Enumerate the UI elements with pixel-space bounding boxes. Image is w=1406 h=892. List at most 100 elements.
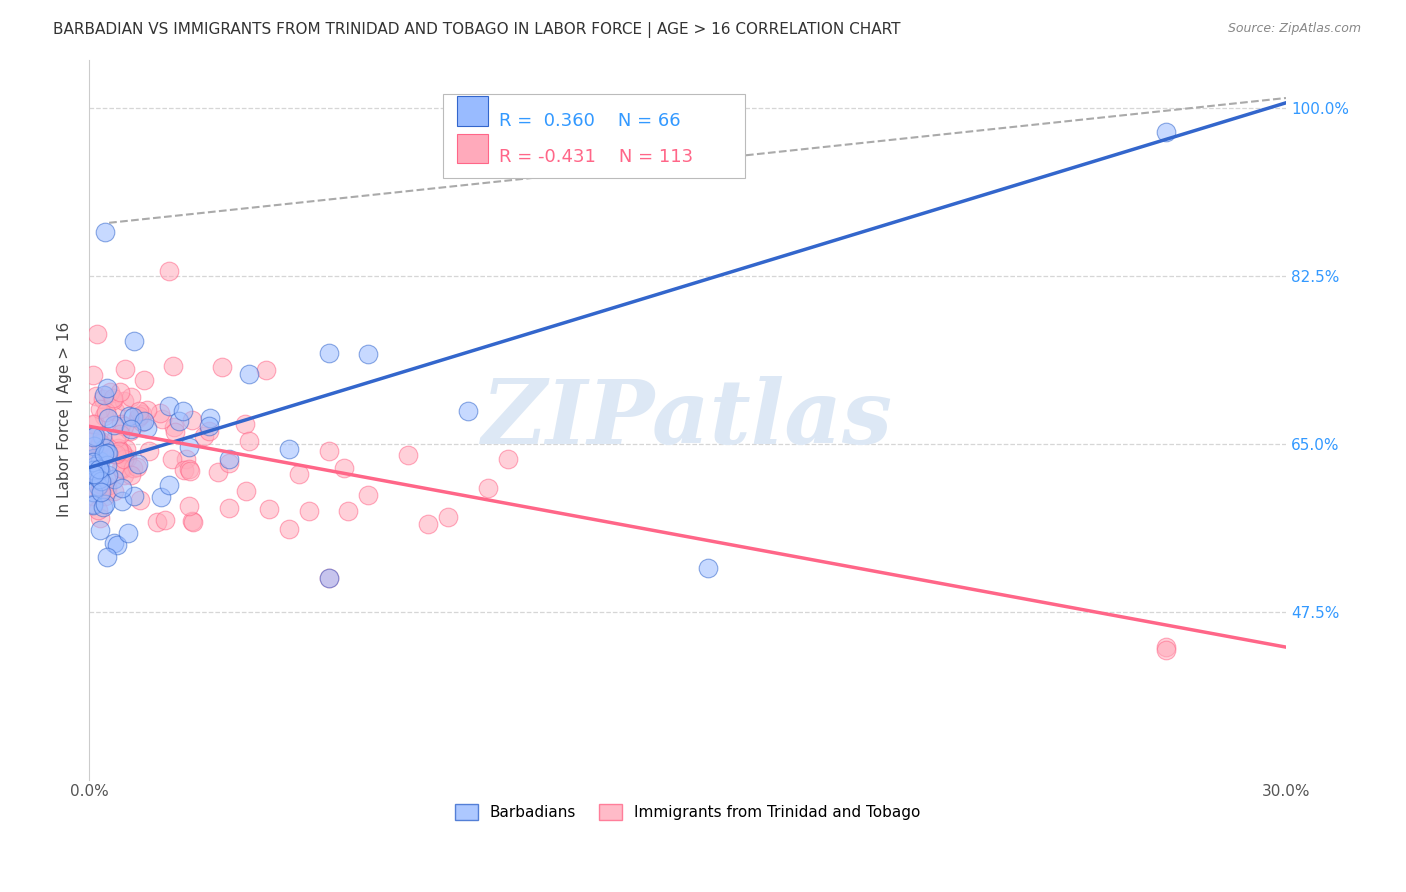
Point xyxy=(696,561,718,575)
Point xyxy=(218,500,240,515)
Point xyxy=(238,434,260,448)
Point xyxy=(94,404,117,418)
Point xyxy=(86,327,108,342)
Point xyxy=(167,414,190,428)
Point xyxy=(396,448,419,462)
Point xyxy=(91,434,114,449)
Point xyxy=(120,424,142,438)
Point xyxy=(82,455,104,469)
Legend: Barbadians, Immigrants from Trinidad and Tobago: Barbadians, Immigrants from Trinidad and… xyxy=(449,797,927,826)
Point xyxy=(477,481,499,495)
Point xyxy=(160,452,183,467)
Point xyxy=(82,484,104,499)
Point xyxy=(82,434,104,448)
Point xyxy=(218,452,240,467)
Point xyxy=(90,429,112,443)
Point xyxy=(82,467,104,481)
Point xyxy=(108,384,131,399)
Text: R =  0.360    N = 66: R = 0.360 N = 66 xyxy=(499,112,681,130)
Point xyxy=(122,409,145,424)
Point xyxy=(357,346,380,360)
Point xyxy=(94,489,117,503)
Point xyxy=(83,439,105,453)
Point xyxy=(96,550,118,565)
Point xyxy=(180,412,202,426)
Point xyxy=(103,536,125,550)
Point xyxy=(82,489,104,503)
Point xyxy=(287,467,309,481)
Point xyxy=(131,415,153,429)
Point xyxy=(318,444,340,458)
Point xyxy=(93,439,115,453)
Point xyxy=(103,392,125,406)
Point xyxy=(211,360,233,375)
Point xyxy=(87,468,110,483)
Point xyxy=(103,483,125,498)
Point xyxy=(98,447,121,461)
Point xyxy=(110,461,132,475)
Point xyxy=(112,467,135,482)
Point xyxy=(157,264,180,278)
Y-axis label: In Labor Force | Age > 16: In Labor Force | Age > 16 xyxy=(58,322,73,517)
Point xyxy=(104,403,127,417)
Point xyxy=(233,417,256,431)
Point xyxy=(112,452,135,467)
Point xyxy=(112,393,135,408)
Point xyxy=(318,571,340,585)
Point xyxy=(84,429,107,443)
Point xyxy=(96,483,118,497)
Point xyxy=(104,447,127,461)
Point xyxy=(437,510,460,524)
Point xyxy=(136,421,159,435)
Point xyxy=(90,484,112,499)
Point xyxy=(82,455,104,469)
Point xyxy=(115,450,138,465)
Point xyxy=(118,409,141,423)
Point xyxy=(218,456,240,470)
Point xyxy=(90,474,112,488)
Point xyxy=(111,447,134,461)
Point xyxy=(112,419,135,434)
Point xyxy=(128,404,150,418)
Point xyxy=(122,461,145,475)
Point xyxy=(89,477,111,491)
Point xyxy=(97,467,120,482)
Point xyxy=(162,420,184,434)
Point xyxy=(94,441,117,455)
Point xyxy=(89,484,111,499)
Point xyxy=(82,430,104,444)
Point xyxy=(117,525,139,540)
Point xyxy=(103,393,125,408)
Point xyxy=(148,406,170,420)
Point xyxy=(1156,640,1178,655)
Point xyxy=(1156,125,1178,139)
Point xyxy=(82,463,104,477)
Point xyxy=(254,363,277,377)
Point xyxy=(235,484,257,499)
Point xyxy=(82,497,104,511)
Point xyxy=(418,517,440,532)
Point xyxy=(111,445,134,459)
Point xyxy=(138,444,160,458)
Point xyxy=(122,489,145,503)
Point xyxy=(153,513,176,527)
Point xyxy=(84,389,107,403)
Point xyxy=(131,407,153,421)
Point xyxy=(96,458,118,472)
Point xyxy=(122,334,145,348)
Point xyxy=(94,471,117,485)
Point xyxy=(128,409,150,424)
Point xyxy=(1156,643,1178,657)
Point xyxy=(84,428,107,442)
Point xyxy=(96,446,118,460)
Point xyxy=(107,442,129,456)
Point xyxy=(318,346,340,360)
Point xyxy=(277,442,299,456)
Point xyxy=(111,462,134,476)
Point xyxy=(177,499,200,513)
Point xyxy=(89,401,111,416)
Point xyxy=(82,453,104,467)
Point xyxy=(97,446,120,460)
Point xyxy=(198,410,221,425)
Point xyxy=(93,409,115,423)
